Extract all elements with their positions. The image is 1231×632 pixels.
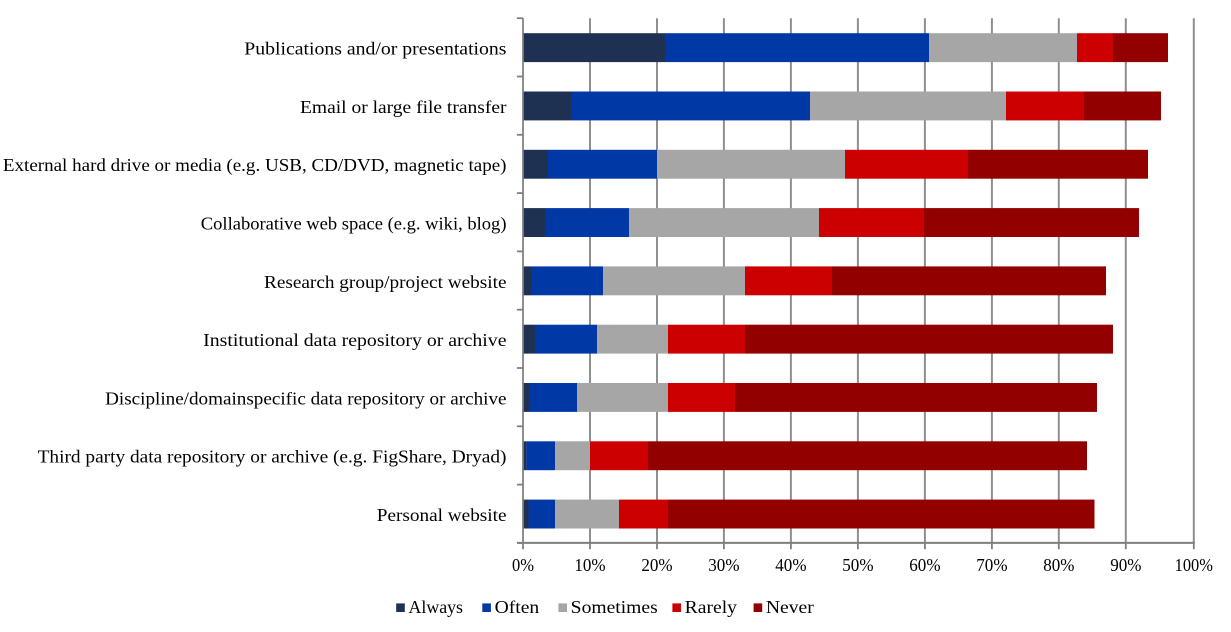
svg-text:Third party data repository or: Third party data repository or archive (… [38, 447, 507, 468]
svg-text:Collaborative web space (e.g.: Collaborative web space (e.g. wiki, blog… [201, 214, 507, 235]
svg-text:Never: Never [766, 597, 814, 617]
svg-text:Personal website: Personal website [377, 505, 507, 525]
svg-text:20%: 20% [641, 555, 672, 575]
svg-text:70%: 70% [976, 555, 1007, 575]
svg-text:Often: Often [495, 597, 540, 617]
svg-text:Sometimes: Sometimes [571, 597, 658, 617]
svg-text:Research group/project website: Research group/project website [264, 272, 507, 292]
svg-text:30%: 30% [708, 555, 739, 575]
svg-text:40%: 40% [775, 555, 806, 575]
svg-text:Email or large file transfer: Email or large file transfer [300, 97, 507, 117]
svg-text:100%: 100% [1175, 555, 1213, 575]
svg-text:Institutional data repository: Institutional data repository or archive [203, 330, 506, 350]
svg-text:0%: 0% [512, 555, 534, 575]
svg-text:60%: 60% [909, 555, 940, 575]
svg-text:Publications and/or presentati: Publications and/or presentations [244, 39, 506, 59]
svg-text:80%: 80% [1043, 555, 1074, 575]
svg-text:External hard drive or media (: External hard drive or media (e.g. USB, … [3, 155, 507, 176]
svg-text:50%: 50% [842, 555, 873, 575]
svg-text:90%: 90% [1110, 555, 1141, 575]
svg-text:Rarely: Rarely [685, 597, 737, 617]
svg-text:10%: 10% [574, 555, 605, 575]
svg-text:Discipline/domainspecific data: Discipline/domainspecific data repositor… [105, 388, 506, 408]
svg-text:Always: Always [409, 597, 464, 617]
